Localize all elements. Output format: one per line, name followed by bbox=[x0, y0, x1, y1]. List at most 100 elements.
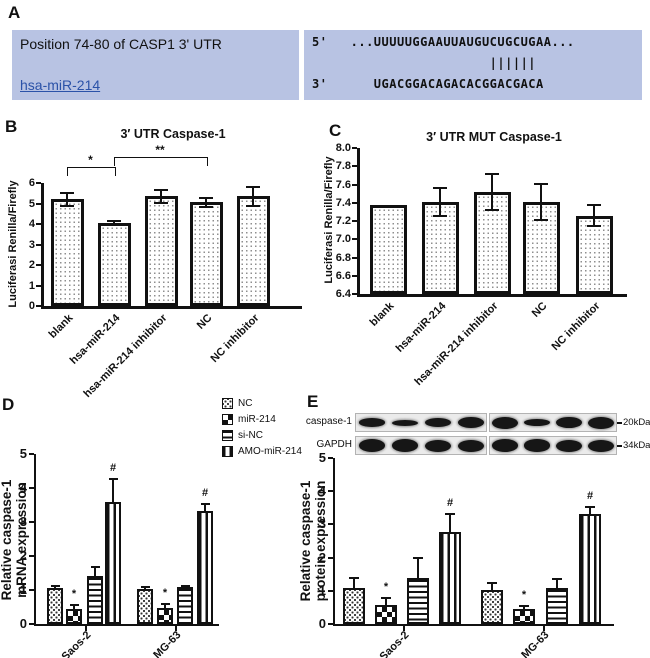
y-tick-mark bbox=[29, 589, 34, 591]
bar bbox=[197, 511, 213, 624]
bar bbox=[157, 608, 173, 624]
panel-c-label: C bbox=[329, 121, 342, 140]
error-bar-stem bbox=[491, 173, 493, 211]
significance-mark: # bbox=[109, 462, 117, 475]
error-bar-cap bbox=[107, 219, 121, 222]
blot-band bbox=[424, 417, 451, 428]
y-tick-mark bbox=[29, 453, 34, 455]
y-tick-mark bbox=[352, 165, 357, 168]
bar bbox=[522, 201, 560, 294]
bar bbox=[177, 587, 193, 624]
bar bbox=[144, 196, 178, 306]
error-bar-cap bbox=[381, 597, 391, 600]
bar bbox=[513, 608, 535, 624]
error-bar-stem bbox=[66, 192, 68, 207]
kda-tick-34 bbox=[616, 445, 622, 447]
x-category-label: NC bbox=[194, 312, 215, 332]
error-bar-stem bbox=[94, 566, 96, 577]
legend-item: miR-214 bbox=[222, 412, 302, 427]
y-tick-mark bbox=[328, 457, 333, 459]
error-bar-cap bbox=[587, 224, 601, 227]
y-tick-mark bbox=[36, 243, 41, 246]
bar bbox=[87, 576, 103, 624]
kda-label-34: 34kDa bbox=[623, 440, 650, 451]
bar bbox=[481, 589, 503, 624]
y-tick-mark bbox=[328, 589, 333, 592]
y-tick-mark bbox=[352, 256, 357, 259]
y-tick-mark bbox=[36, 284, 41, 287]
x-category-label: hsa-miR-214 inhibitor bbox=[81, 312, 170, 401]
error-bar-stem bbox=[160, 189, 162, 203]
y-axis-line bbox=[357, 148, 360, 297]
error-bar-cap bbox=[154, 188, 168, 191]
error-bar-stem bbox=[556, 578, 558, 589]
error-bar-cap bbox=[154, 201, 168, 204]
chart-b-title: 3′ UTR Caspase-1 bbox=[120, 127, 226, 141]
error-bar-stem bbox=[385, 598, 387, 605]
mirna-link[interactable]: hsa-miR-214 bbox=[20, 77, 101, 93]
bar bbox=[105, 502, 121, 624]
error-bar-stem bbox=[353, 577, 355, 589]
error-bar-cap bbox=[433, 187, 447, 190]
bar bbox=[343, 588, 365, 624]
utr-position-text: Position 74-80 of CASP1 3' UTR bbox=[20, 36, 222, 52]
chart-c-ylabel: Luciferasi Renilla/Firefly bbox=[323, 156, 335, 284]
alignment-left-cell: Position 74-80 of CASP1 3' UTR hsa-miR-2… bbox=[12, 30, 299, 100]
blot-band bbox=[588, 439, 614, 452]
x-group-tick bbox=[543, 626, 545, 631]
significance-label: ** bbox=[155, 143, 165, 157]
error-bar-cap bbox=[487, 582, 497, 585]
error-bar-stem bbox=[204, 504, 206, 512]
x-category-label: NC inhibitor bbox=[549, 300, 603, 353]
error-bar-stem bbox=[449, 514, 451, 532]
error-bar-stem bbox=[523, 606, 525, 609]
error-bar-stem bbox=[164, 603, 166, 609]
bar bbox=[439, 531, 461, 624]
x-category-label: MG-63 bbox=[151, 629, 184, 658]
blot-band bbox=[492, 416, 518, 429]
x-group-tick bbox=[403, 626, 405, 631]
kda-label-20: 20kDa bbox=[623, 417, 650, 428]
error-bar-cap bbox=[587, 204, 601, 207]
y-tick-mark bbox=[36, 264, 41, 266]
y-tick-mark bbox=[328, 556, 333, 559]
blot-band bbox=[457, 417, 484, 428]
blot-band bbox=[358, 439, 385, 452]
y-tick-mark bbox=[36, 305, 41, 307]
error-bar-cap bbox=[534, 219, 548, 222]
blot-band bbox=[492, 439, 518, 452]
error-bar-cap bbox=[585, 506, 595, 509]
error-bar-cap bbox=[69, 604, 79, 607]
error-bar-cap bbox=[485, 172, 499, 175]
x-category-label: blank bbox=[367, 300, 397, 329]
blot-band bbox=[391, 419, 418, 426]
blot-band bbox=[556, 439, 582, 452]
alignment-right-cell: 5' ...UUUUUGGAAUUAUGUCUGCUGAA... |||||| … bbox=[304, 30, 642, 100]
error-bar-cap bbox=[180, 584, 190, 587]
error-bar-cap bbox=[246, 186, 260, 189]
bar bbox=[66, 608, 82, 624]
y-tick-mark bbox=[36, 202, 41, 205]
legend-item: NC bbox=[222, 396, 302, 411]
x-axis-line bbox=[333, 624, 614, 626]
y-tick-mark bbox=[29, 555, 34, 557]
error-bar-cap bbox=[534, 182, 548, 185]
error-bar-cap bbox=[107, 224, 121, 227]
significance-bracket bbox=[114, 157, 208, 166]
error-bar-stem bbox=[439, 188, 441, 216]
x-category-label: hsa-miR-214 bbox=[67, 312, 123, 367]
error-bar-cap bbox=[246, 204, 260, 207]
blot-band bbox=[524, 439, 550, 452]
bar bbox=[375, 604, 397, 624]
bar bbox=[189, 202, 223, 306]
error-bar-stem bbox=[589, 507, 591, 515]
blot-band bbox=[457, 439, 484, 452]
blot-band bbox=[524, 418, 550, 427]
legend-label: NC bbox=[238, 398, 253, 409]
significance-mark: * bbox=[71, 588, 77, 601]
chart-e-ylabel-line1: Relative caspase-1 bbox=[298, 480, 313, 602]
error-bar-stem bbox=[73, 605, 75, 609]
chart-c-title: 3′ UTR MUT Caspase-1 bbox=[426, 130, 562, 144]
bar bbox=[369, 205, 407, 294]
